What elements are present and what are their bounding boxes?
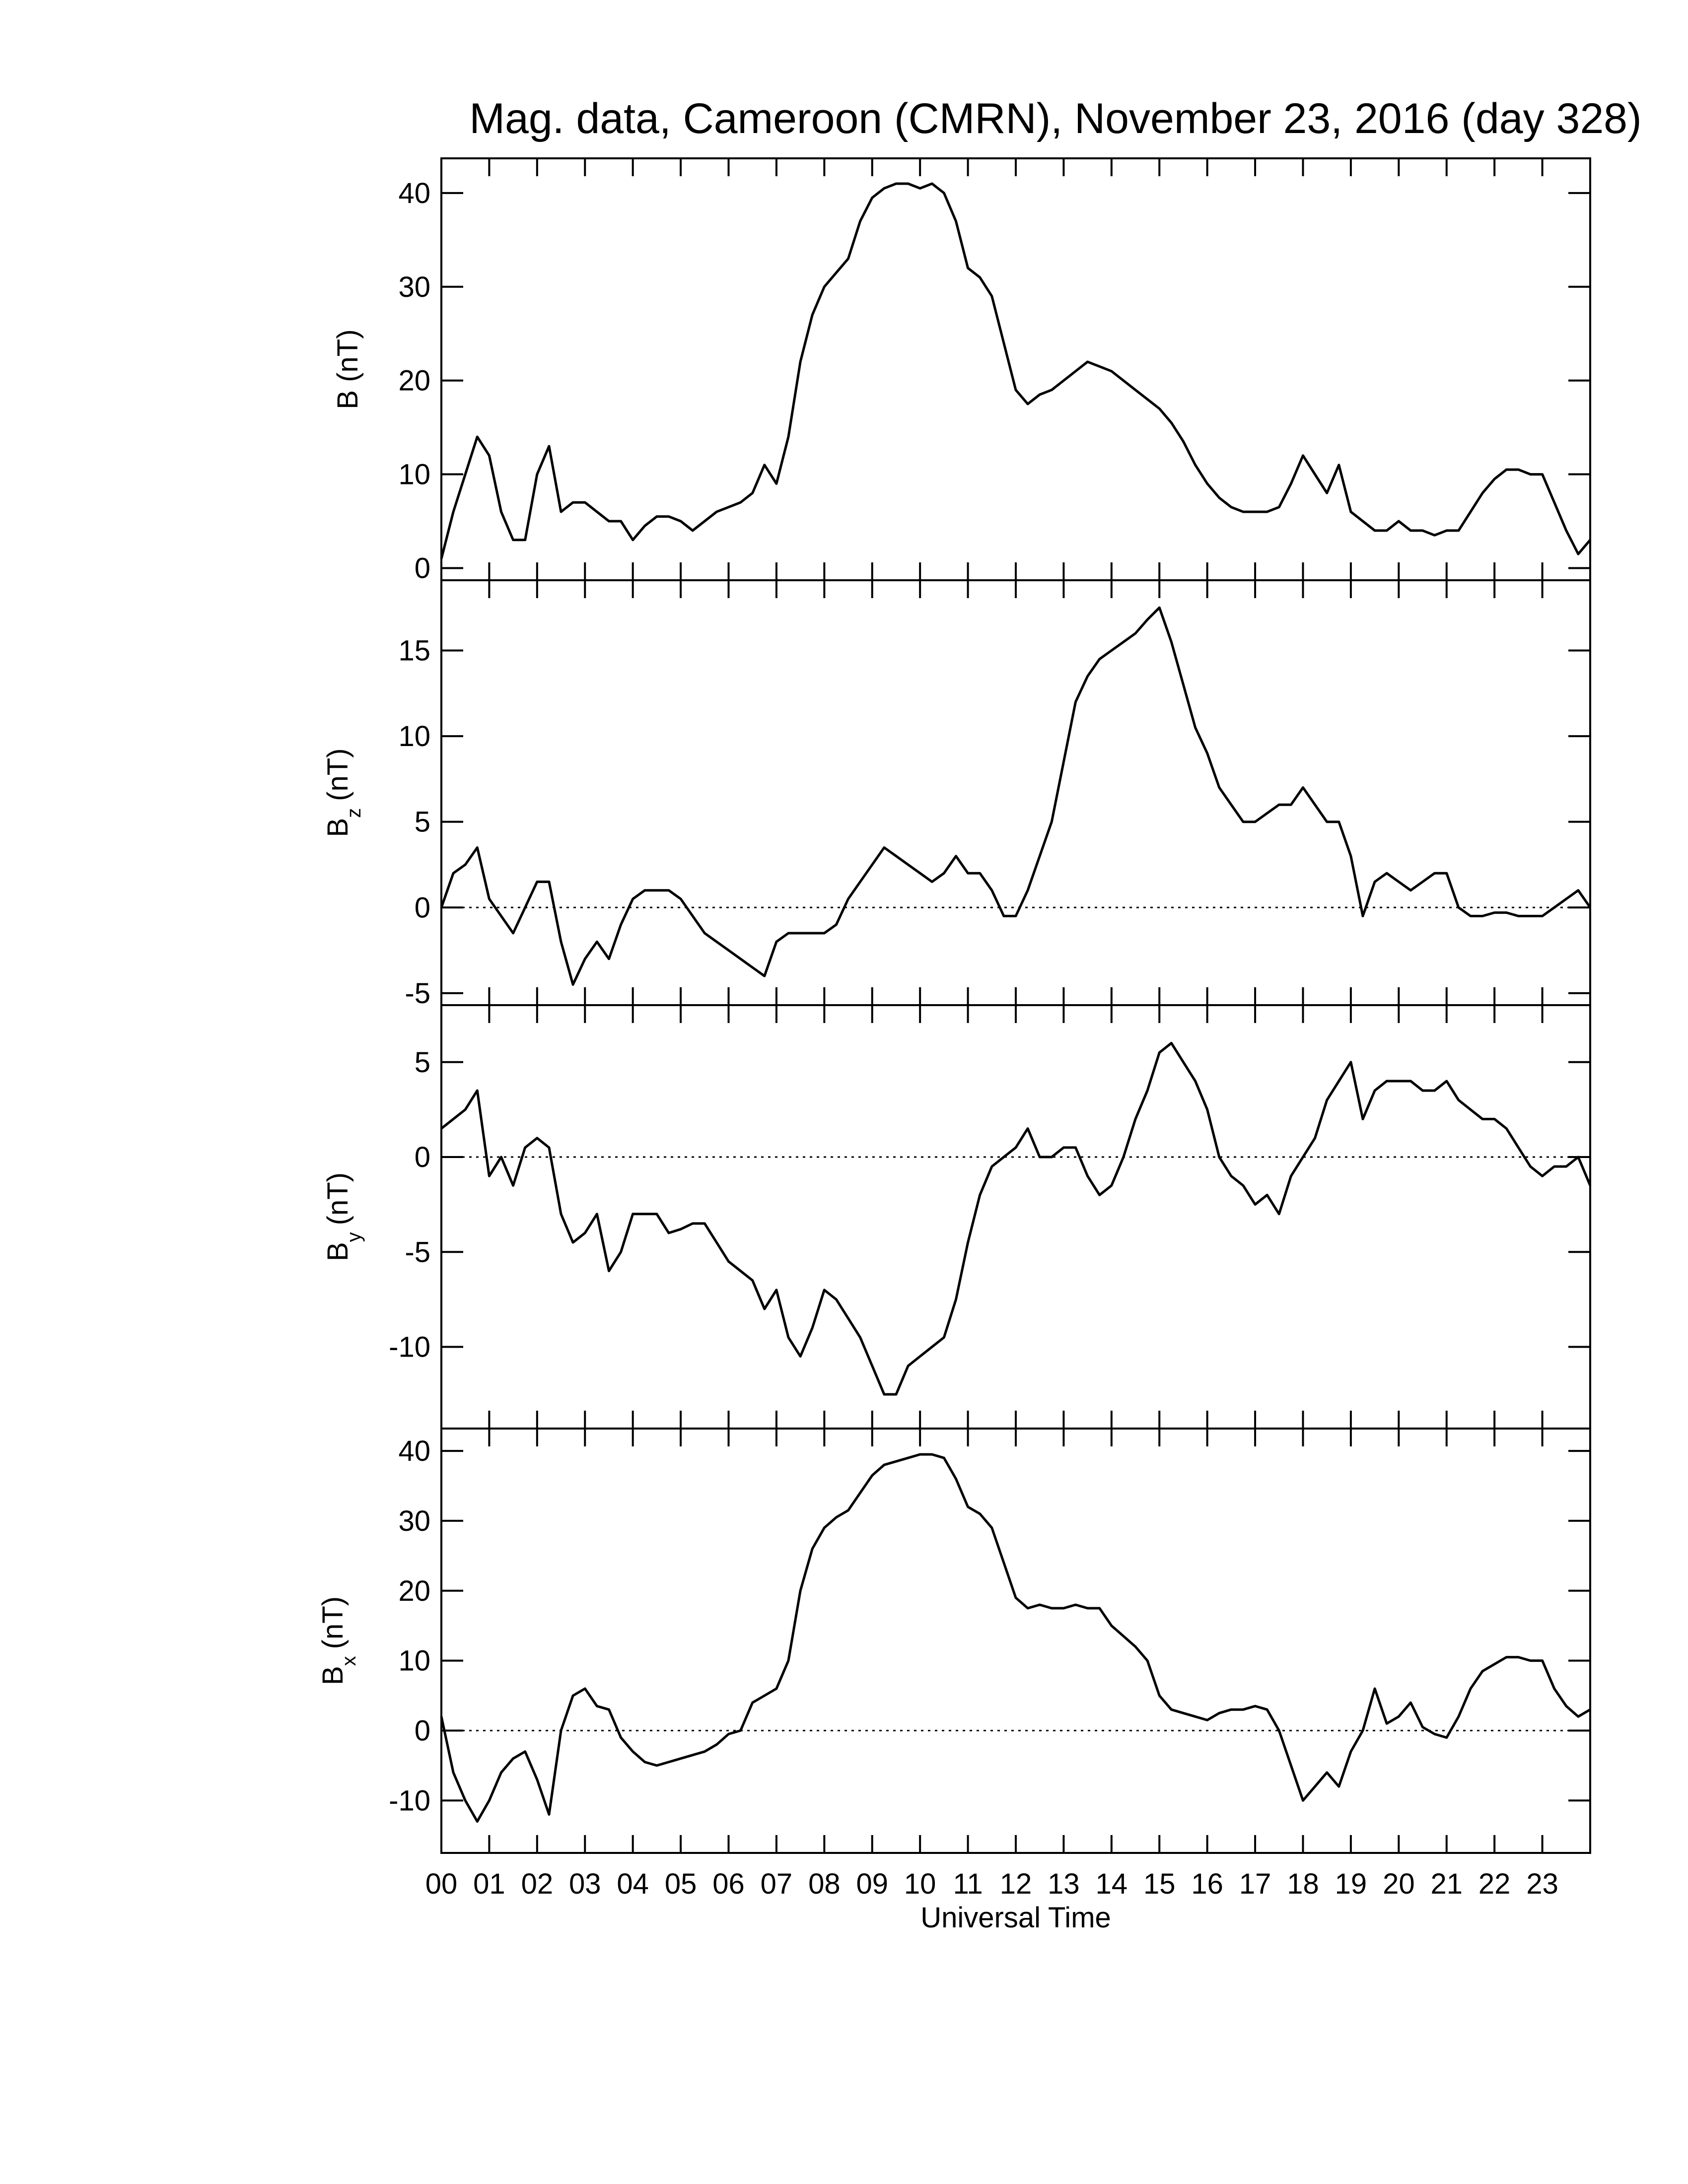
y-label-main: B (nT)	[332, 329, 364, 409]
x-axis-label: Universal Time	[920, 1902, 1111, 1934]
data-line	[440, 1042, 1592, 1396]
x-tick-label: 02	[521, 1868, 554, 1900]
y-label-subscript: y	[343, 1232, 365, 1242]
x-tick-label: 18	[1287, 1868, 1319, 1900]
y-label-subscript: x	[338, 1656, 360, 1666]
y-tick-label: 0	[415, 891, 430, 924]
y-tick-label: 10	[398, 720, 430, 752]
x-tick-label: 11	[953, 1868, 983, 1900]
x-tick-label: 19	[1335, 1868, 1367, 1900]
y-label-unit: (nT)	[322, 1172, 354, 1225]
x-tick-label: 22	[1478, 1868, 1511, 1900]
x-tick-label: 23	[1526, 1868, 1558, 1900]
x-tick-label: 05	[665, 1868, 697, 1900]
y-tick-label: 40	[398, 1435, 430, 1467]
y-tick-label: 0	[415, 1141, 430, 1173]
y-tick-label: 20	[398, 1575, 430, 1607]
y-label-main: B	[317, 1666, 349, 1685]
data-line	[440, 606, 1592, 986]
x-tick-label: 07	[761, 1868, 793, 1900]
y-axis-label: Bx (nT)	[317, 1596, 360, 1685]
y-tick-label: 5	[415, 806, 430, 838]
x-tick-label: 17	[1239, 1868, 1271, 1900]
y-tick-label: 0	[415, 1715, 430, 1747]
x-tick-label: 20	[1383, 1868, 1415, 1900]
y-label-main: B	[322, 1242, 354, 1261]
y-tick-label: 40	[398, 177, 430, 209]
y-tick-label: 15	[398, 635, 430, 667]
y-axis-label: B (nT)	[332, 329, 364, 409]
y-tick-label: 10	[398, 1645, 430, 1677]
x-tick-label: 04	[617, 1868, 649, 1900]
x-tick-label: 15	[1143, 1868, 1176, 1900]
x-tick-label: 14	[1096, 1868, 1128, 1900]
y-label-subscript: z	[343, 808, 365, 818]
y-tick-label: 10	[398, 459, 430, 491]
y-tick-label: -5	[405, 1236, 430, 1268]
y-tick-label: 30	[398, 271, 430, 303]
chart-title: Mag. data, Cameroon (CMRN), November 23,…	[469, 95, 1641, 142]
x-tick-label: 10	[904, 1868, 936, 1900]
x-tick-label: 06	[712, 1868, 745, 1900]
y-axis-label: By (nT)	[322, 1172, 365, 1261]
x-tick-label: 16	[1191, 1868, 1223, 1900]
y-label-main: B	[322, 818, 354, 837]
data-line	[440, 182, 1591, 559]
y-label-unit: (nT)	[317, 1596, 349, 1649]
y-axis-label: Bz (nT)	[322, 748, 365, 837]
x-tick-label: 08	[808, 1868, 841, 1900]
y-tick-label: 5	[415, 1046, 430, 1079]
x-tick-label: 00	[425, 1868, 458, 1900]
y-tick-label: 0	[415, 552, 430, 584]
x-tick-label: 13	[1048, 1868, 1080, 1900]
x-tick-label: 01	[473, 1868, 505, 1900]
y-tick-label: 20	[398, 365, 430, 397]
data-line	[440, 1453, 1591, 1823]
y-tick-label: -10	[389, 1784, 430, 1817]
x-tick-label: 21	[1430, 1868, 1463, 1900]
x-tick-label: 12	[1000, 1868, 1032, 1900]
y-tick-label: 30	[398, 1505, 430, 1537]
y-tick-label: -10	[389, 1331, 430, 1364]
y-tick-label: -5	[405, 977, 430, 1010]
x-tick-label: 09	[856, 1868, 888, 1900]
x-tick-label: 03	[569, 1868, 601, 1900]
y-label-unit: (nT)	[322, 748, 354, 801]
